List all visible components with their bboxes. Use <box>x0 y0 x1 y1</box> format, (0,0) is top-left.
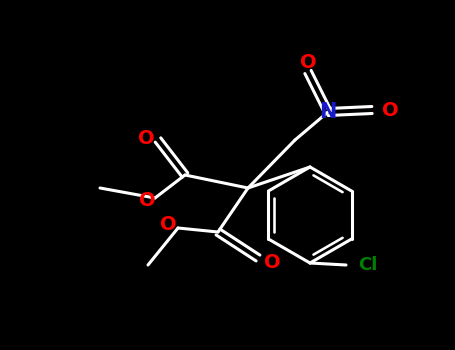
Text: O: O <box>160 215 177 233</box>
Text: O: O <box>300 52 316 71</box>
Text: N: N <box>319 102 337 122</box>
Text: Cl: Cl <box>359 256 378 274</box>
Text: O: O <box>139 190 155 210</box>
Text: O: O <box>264 252 280 272</box>
Text: O: O <box>382 100 398 119</box>
Text: O: O <box>138 128 154 147</box>
